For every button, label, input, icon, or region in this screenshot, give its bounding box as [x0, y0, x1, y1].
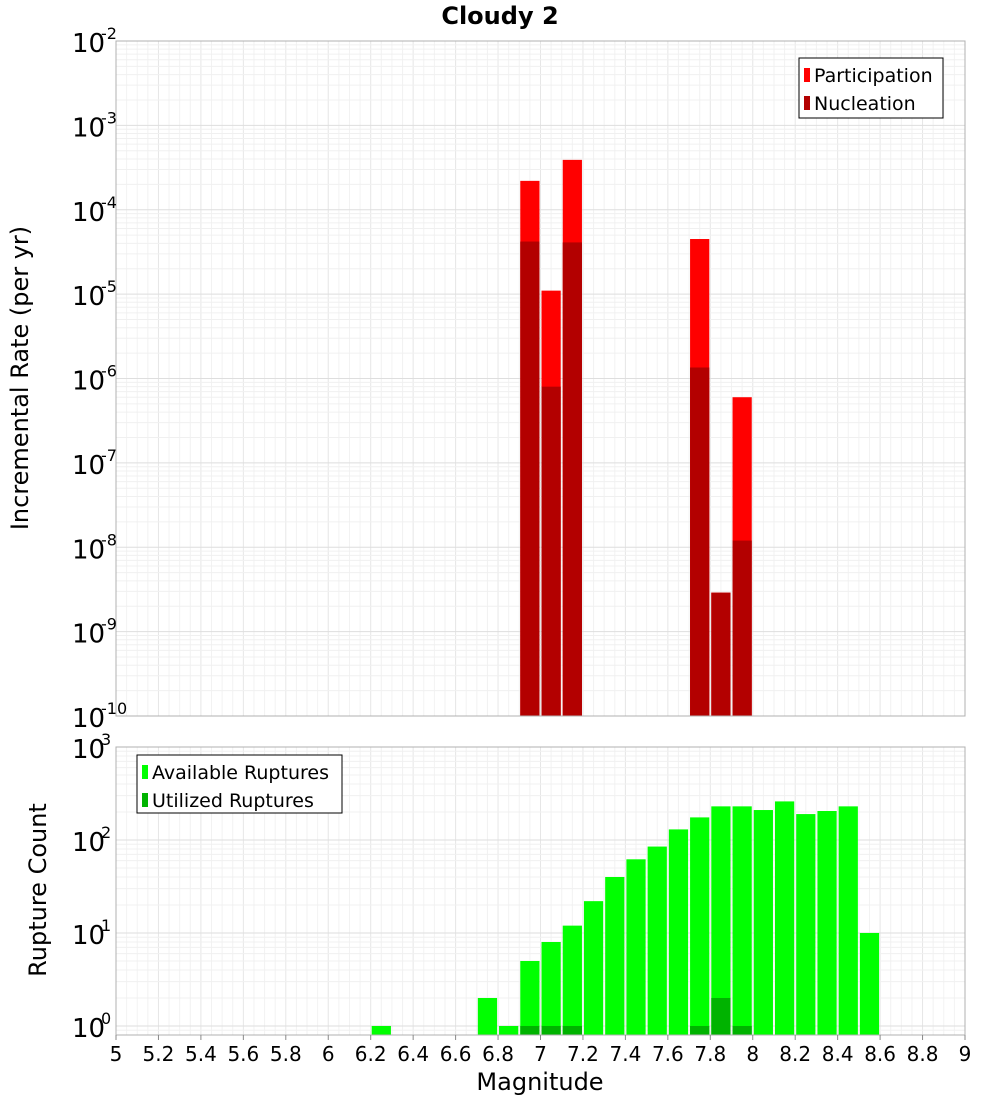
- available-ruptures-bar: [668, 829, 689, 1035]
- nucleation-bar: [562, 242, 582, 716]
- y-tick-exponent: 0: [101, 1009, 111, 1028]
- x-tick-label: 6: [322, 1042, 335, 1066]
- y-tick-exponent: -2: [101, 24, 117, 43]
- y-tick-label: 10: [72, 113, 105, 143]
- available-ruptures-bar: [774, 801, 795, 1035]
- legend-entry: Available Ruptures: [152, 762, 329, 784]
- nucleation-bar: [690, 367, 710, 716]
- bottom-y-axis-label: Rupture Count: [24, 803, 52, 977]
- x-tick-label: 5: [110, 1042, 123, 1066]
- x-tick-label: 6.6: [440, 1042, 472, 1066]
- y-tick-exponent: -9: [101, 615, 117, 634]
- y-tick-label: 10: [72, 1014, 105, 1044]
- x-tick-label: 7.2: [567, 1042, 599, 1066]
- y-tick-label: 10: [72, 451, 105, 481]
- x-tick-label: 8.6: [864, 1042, 896, 1066]
- legend: Available Ruptures Utilized Ruptures: [136, 754, 343, 814]
- plot-border: [115, 40, 966, 717]
- x-tick-label: 6.4: [397, 1042, 429, 1066]
- nucleation-bar: [541, 386, 561, 716]
- utilized-ruptures-bar: [690, 1025, 710, 1035]
- y-tick-label: 10: [72, 535, 105, 565]
- top-y-axis-label: Incremental Rate (per yr): [6, 226, 34, 530]
- rate-panel: 10-1010-910-810-710-610-510-410-310-2Par…: [72, 24, 966, 734]
- y-tick-exponent: -10: [101, 699, 127, 718]
- available-ruptures-bar: [838, 806, 858, 1035]
- available-ruptures-bar: [817, 811, 837, 1035]
- legend-swatch: [804, 68, 810, 82]
- available-ruptures-bar: [753, 810, 773, 1035]
- x-tick-label: 7.6: [652, 1042, 684, 1066]
- x-tick-label: 5.8: [270, 1042, 302, 1066]
- x-tick-label: 5.2: [143, 1042, 175, 1066]
- x-tick-label: 5.6: [227, 1042, 259, 1066]
- available-ruptures-bar: [796, 814, 816, 1035]
- y-tick-exponent: -7: [101, 446, 117, 465]
- y-tick-label: 10: [72, 704, 105, 734]
- legend-swatch: [804, 96, 810, 110]
- legend-swatch: [142, 765, 148, 779]
- y-tick-exponent: -3: [101, 108, 117, 127]
- nucleation-bar: [732, 540, 752, 716]
- legend: Participation Nucleation: [798, 57, 944, 119]
- chart-title: Cloudy 2: [441, 2, 558, 30]
- available-ruptures-bar: [859, 932, 880, 1035]
- y-tick-label: 10: [72, 198, 105, 228]
- y-tick-label: 10: [72, 282, 105, 312]
- x-axis-label: Magnitude: [476, 1068, 603, 1096]
- y-tick-exponent: -8: [101, 530, 117, 549]
- legend-box: [798, 57, 944, 119]
- utilized-ruptures-bar: [541, 1025, 561, 1035]
- legend-entry: Nucleation: [814, 93, 916, 115]
- x-tick-label: 7.4: [609, 1042, 641, 1066]
- y-tick-exponent: 1: [101, 916, 111, 935]
- available-ruptures-bar: [541, 942, 561, 1035]
- y-tick-label: 10: [72, 828, 105, 858]
- available-ruptures-bar: [647, 846, 667, 1035]
- y-tick-label: 10: [72, 620, 105, 650]
- x-tick-label: 5.4: [185, 1042, 217, 1066]
- y-tick-exponent: -5: [101, 277, 117, 296]
- y-tick-label: 10: [72, 921, 105, 951]
- available-ruptures-bar: [520, 960, 540, 1035]
- legend-swatch: [142, 793, 148, 807]
- legend-entry: Utilized Ruptures: [152, 790, 314, 812]
- nucleation-bar: [711, 592, 731, 716]
- utilized-ruptures-bar: [711, 997, 731, 1035]
- available-ruptures-bar: [371, 1025, 391, 1035]
- utilized-ruptures-bar: [520, 1025, 540, 1035]
- x-tick-label: 9: [959, 1042, 972, 1066]
- available-ruptures-bar: [605, 877, 625, 1035]
- y-tick-exponent: -4: [101, 193, 117, 212]
- x-tick-label: 8.4: [822, 1042, 854, 1066]
- x-tick-label: 6.8: [482, 1042, 514, 1066]
- y-tick-label: 10: [72, 735, 105, 765]
- legend-box: [136, 754, 343, 814]
- available-ruptures-bar: [732, 806, 752, 1035]
- y-tick-exponent: 2: [101, 823, 111, 842]
- y-tick-label: 10: [72, 29, 105, 59]
- available-ruptures-bar: [562, 925, 582, 1035]
- y-tick-exponent: -6: [101, 362, 117, 381]
- available-ruptures-bar: [690, 817, 710, 1035]
- nucleation-bar: [520, 241, 540, 717]
- x-tick-label: 7.8: [694, 1042, 726, 1066]
- x-tick-label: 8.8: [907, 1042, 939, 1066]
- utilized-ruptures-bar: [562, 1025, 582, 1035]
- available-ruptures-bar: [499, 1025, 519, 1035]
- x-tick-label: 7: [534, 1042, 547, 1066]
- available-ruptures-bar: [477, 997, 498, 1035]
- available-ruptures-bar: [626, 859, 646, 1035]
- y-tick-label: 10: [72, 367, 105, 397]
- available-ruptures-bar: [583, 901, 604, 1035]
- y-tick-exponent: 3: [101, 730, 111, 749]
- available-ruptures-bar: [711, 806, 731, 1035]
- x-tick-label: 6.2: [355, 1042, 387, 1066]
- utilized-ruptures-bar: [732, 1025, 752, 1035]
- x-tick-label: 8: [746, 1042, 759, 1066]
- x-tick-label: 8.2: [779, 1042, 811, 1066]
- legend-entry: Participation: [814, 65, 933, 87]
